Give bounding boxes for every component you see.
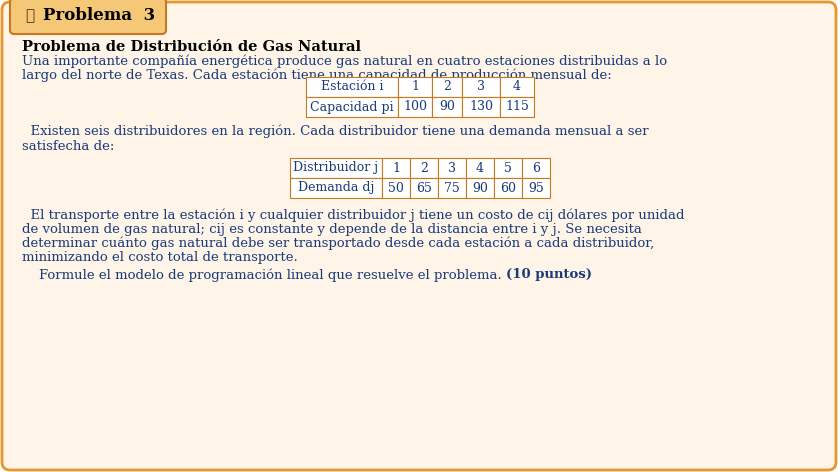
- Bar: [494, 178, 522, 198]
- Bar: [306, 97, 398, 117]
- Bar: [462, 77, 500, 97]
- Text: 95: 95: [528, 182, 543, 194]
- Bar: [290, 178, 382, 198]
- Text: 2: 2: [420, 161, 428, 175]
- Bar: [466, 178, 494, 198]
- Text: Estación i: Estación i: [321, 81, 383, 93]
- Text: Existen seis distribuidores en la región. Cada distribuidor tiene una demanda me: Existen seis distribuidores en la región…: [22, 125, 648, 138]
- Text: Distribuidor j: Distribuidor j: [293, 161, 379, 175]
- Text: 3: 3: [477, 81, 485, 93]
- Text: (10 puntos): (10 puntos): [506, 268, 592, 281]
- Text: minimizando el costo total de transporte.: minimizando el costo total de transporte…: [22, 252, 297, 264]
- Bar: [290, 158, 382, 178]
- Bar: [382, 158, 410, 178]
- Text: 1: 1: [411, 81, 419, 93]
- Text: de volumen de gas natural; cij es constante y depende de la distancia entre i y : de volumen de gas natural; cij es consta…: [22, 222, 642, 236]
- Text: 4: 4: [513, 81, 521, 93]
- Text: 100: 100: [403, 101, 427, 113]
- Bar: [306, 77, 398, 97]
- Text: 115: 115: [505, 101, 529, 113]
- Bar: [500, 77, 534, 97]
- Bar: [410, 158, 438, 178]
- Text: 6: 6: [532, 161, 540, 175]
- Text: largo del norte de Texas. Cada estación tiene una capacidad de producción mensua: largo del norte de Texas. Cada estación …: [22, 68, 612, 82]
- Text: 90: 90: [472, 182, 488, 194]
- Bar: [522, 178, 550, 198]
- Text: El transporte entre la estación i y cualquier distribuidor j tiene un costo de c: El transporte entre la estación i y cual…: [22, 208, 685, 221]
- Bar: [466, 158, 494, 178]
- Text: 1: 1: [392, 161, 400, 175]
- Text: 90: 90: [439, 101, 455, 113]
- Text: Capacidad pi: Capacidad pi: [310, 101, 394, 113]
- Text: Problema de Distribución de Gas Natural: Problema de Distribución de Gas Natural: [22, 40, 361, 54]
- Text: 3: 3: [448, 161, 456, 175]
- FancyBboxPatch shape: [10, 0, 166, 34]
- Bar: [432, 77, 462, 97]
- Bar: [500, 97, 534, 117]
- Bar: [522, 158, 550, 178]
- Text: 130: 130: [469, 101, 493, 113]
- Text: determinar cuánto gas natural debe ser transportado desde cada estación a cada d: determinar cuánto gas natural debe ser t…: [22, 237, 654, 251]
- Text: 5: 5: [504, 161, 512, 175]
- Text: 65: 65: [416, 182, 432, 194]
- Bar: [438, 178, 466, 198]
- Bar: [382, 178, 410, 198]
- Bar: [494, 158, 522, 178]
- Text: 🖊: 🖊: [25, 8, 34, 24]
- Text: 2: 2: [443, 81, 451, 93]
- Bar: [438, 158, 466, 178]
- Text: 4: 4: [476, 161, 484, 175]
- Bar: [398, 97, 432, 117]
- Bar: [410, 178, 438, 198]
- Text: 50: 50: [388, 182, 404, 194]
- Text: Problema  3: Problema 3: [43, 8, 155, 25]
- Bar: [398, 77, 432, 97]
- Text: 75: 75: [444, 182, 459, 194]
- Bar: [462, 97, 500, 117]
- Text: satisfecha de:: satisfecha de:: [22, 140, 114, 152]
- Bar: [432, 97, 462, 117]
- Text: 60: 60: [500, 182, 516, 194]
- Text: Demanda dj: Demanda dj: [298, 182, 374, 194]
- Text: Formule el modelo de programación lineal que resuelve el problema.: Formule el modelo de programación lineal…: [22, 268, 506, 281]
- Text: Una importante compañía energética produce gas natural en cuatro estaciones dist: Una importante compañía energética produ…: [22, 54, 667, 67]
